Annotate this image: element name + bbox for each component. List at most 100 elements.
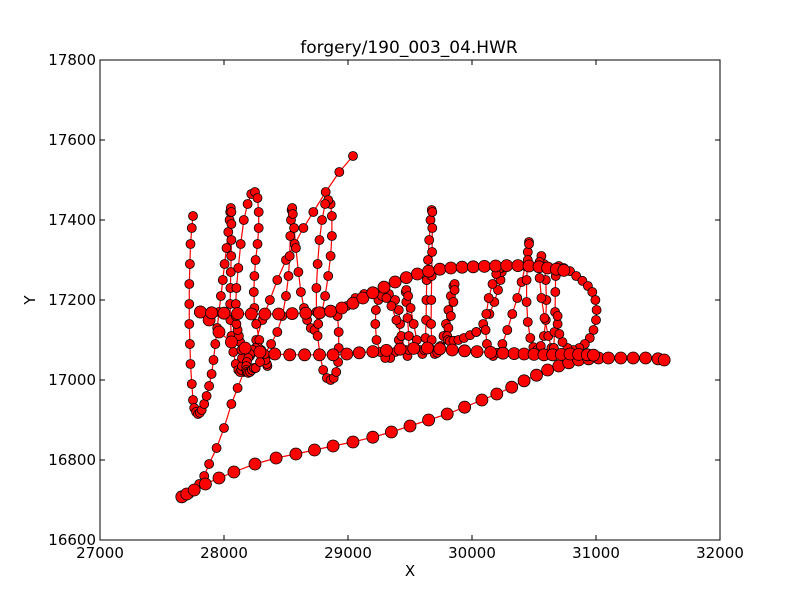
chart-title: forgery/190_003_04.HWR [300,38,518,58]
data-point [423,255,433,265]
data-point [391,315,402,325]
data-point [284,251,295,261]
data-point [539,313,550,323]
data-point [554,329,565,339]
data-point [408,319,419,329]
data-point [334,167,345,177]
data-point [313,319,324,329]
data-point [231,283,242,293]
data-point [228,347,239,357]
data-point [272,307,286,321]
data-point [272,327,283,337]
data-point [591,305,602,315]
data-point [455,260,469,274]
data-point [477,259,491,273]
data-point [458,344,472,358]
plot-area [175,151,671,504]
data-point [232,383,243,393]
data-point [445,343,459,357]
x-tick-label: 31000 [572,544,620,562]
data-point [204,381,215,391]
data-point [186,223,197,233]
data-point [289,447,303,461]
data-point [320,291,331,301]
data-point [206,369,217,379]
data-point [346,435,360,449]
data-point [405,303,416,313]
y-tick-label: 16800 [48,451,96,469]
data-point [295,287,306,297]
data-point [530,368,543,382]
data-point [226,207,237,217]
data-point [219,259,230,269]
data-point [248,457,262,471]
x-tick-label: 30000 [448,544,496,562]
data-point [541,363,554,377]
data-point [639,351,652,365]
data-point [185,359,196,369]
data-point [313,306,326,320]
data-point [484,345,498,359]
data-point [591,315,601,325]
data-point [258,307,272,321]
data-point [264,295,275,305]
data-point [399,271,413,285]
x-tick-label: 28000 [200,544,248,562]
data-point [188,211,198,221]
data-point [393,305,404,315]
data-point [366,286,380,300]
data-point [340,347,354,361]
data-point [272,275,283,285]
data-point [201,391,212,401]
data-point [318,365,329,375]
data-point [283,348,297,362]
data-point [212,471,226,485]
data-point [253,345,267,359]
data-point [211,443,222,453]
data-point [225,267,236,277]
data-point [325,251,336,261]
data-point [226,399,237,409]
data-point [333,327,344,337]
data-point [317,215,327,225]
data-point [427,223,438,233]
data-point [614,351,628,365]
x-axis-label: X [405,562,415,580]
data-point [517,374,531,388]
data-point [422,413,436,427]
data-point [324,304,338,318]
data-point [308,207,319,217]
data-point [426,319,437,329]
data-point [226,235,237,245]
data-point [512,293,523,303]
data-point [657,353,671,367]
y-tick-label: 17400 [48,211,96,229]
data-point [212,325,226,339]
data-point [226,251,237,261]
data-point [283,271,294,281]
data-point [253,223,264,233]
y-tick-label: 17800 [48,51,96,69]
y-tick-label: 17200 [48,291,96,309]
data-point [496,346,510,360]
data-point [187,483,201,497]
data-point [425,215,436,225]
data-point [393,342,407,356]
data-point [293,267,304,277]
data-point [323,271,334,281]
data-point [184,319,195,329]
data-point [244,307,258,321]
data-point [536,293,547,303]
data-point [335,301,349,315]
data-point [287,209,298,219]
data-point [458,400,472,414]
data-point [534,273,545,283]
data-point [410,267,424,281]
data-point [403,419,417,433]
data-point [427,207,438,217]
data-point [184,339,195,349]
data-point [440,407,454,421]
data-point [252,193,263,203]
data-point [281,291,291,301]
data-point [370,319,381,329]
